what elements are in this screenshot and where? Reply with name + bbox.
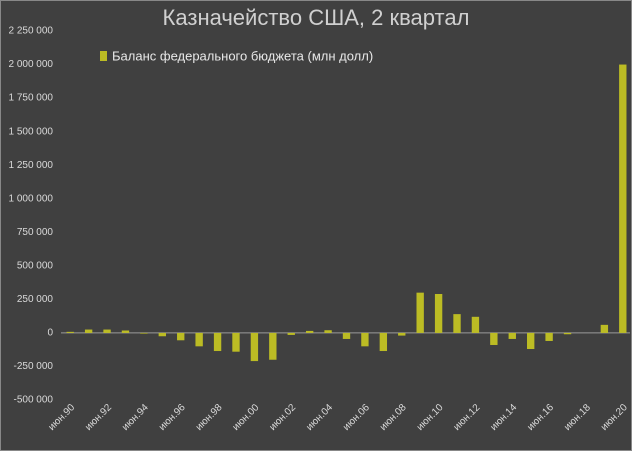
y-tick-label: 1 000 000 bbox=[9, 193, 54, 204]
bar bbox=[324, 330, 332, 333]
y-tick-label: 1 250 000 bbox=[9, 160, 54, 171]
bar bbox=[416, 292, 424, 333]
bar bbox=[140, 332, 148, 334]
y-tick-label: -500 000 bbox=[14, 395, 54, 406]
bar bbox=[232, 332, 240, 352]
bar bbox=[121, 330, 130, 333]
bar bbox=[563, 332, 572, 335]
bar bbox=[213, 332, 222, 352]
legend-swatch bbox=[100, 51, 107, 61]
y-tick-label: 1 750 000 bbox=[9, 93, 54, 104]
bar bbox=[545, 332, 553, 341]
bar bbox=[287, 332, 295, 335]
y-tick-label: 250 000 bbox=[17, 294, 54, 305]
bar bbox=[453, 314, 461, 333]
bar bbox=[361, 332, 369, 347]
bar bbox=[342, 332, 351, 339]
chart-title: Казначейство США, 2 квартал bbox=[163, 5, 470, 30]
bar bbox=[600, 324, 609, 333]
bar bbox=[84, 329, 93, 333]
bar bbox=[305, 330, 314, 333]
legend-label: Баланс федерального бюджета (млн долл) bbox=[112, 48, 373, 63]
bar bbox=[379, 332, 388, 352]
y-tick-label: 1 500 000 bbox=[9, 126, 54, 137]
bar bbox=[508, 332, 516, 339]
bar bbox=[195, 332, 203, 347]
bar bbox=[177, 332, 185, 341]
bar bbox=[471, 316, 480, 333]
bar bbox=[398, 332, 406, 336]
bar bbox=[250, 332, 259, 362]
bar bbox=[490, 332, 498, 345]
y-tick-label: 500 000 bbox=[17, 260, 54, 271]
y-tick-label: 2 250 000 bbox=[9, 26, 54, 37]
bar bbox=[158, 332, 166, 337]
bar bbox=[434, 293, 443, 333]
y-tick-label: 0 bbox=[47, 328, 53, 339]
y-tick-label: 2 000 000 bbox=[9, 59, 54, 70]
bar bbox=[269, 332, 277, 360]
bar bbox=[527, 332, 535, 350]
bar bbox=[66, 331, 74, 333]
y-tick-label: 750 000 bbox=[17, 227, 54, 238]
bar bbox=[103, 329, 111, 333]
y-tick-label: -250 000 bbox=[14, 361, 54, 372]
bar bbox=[619, 64, 627, 333]
